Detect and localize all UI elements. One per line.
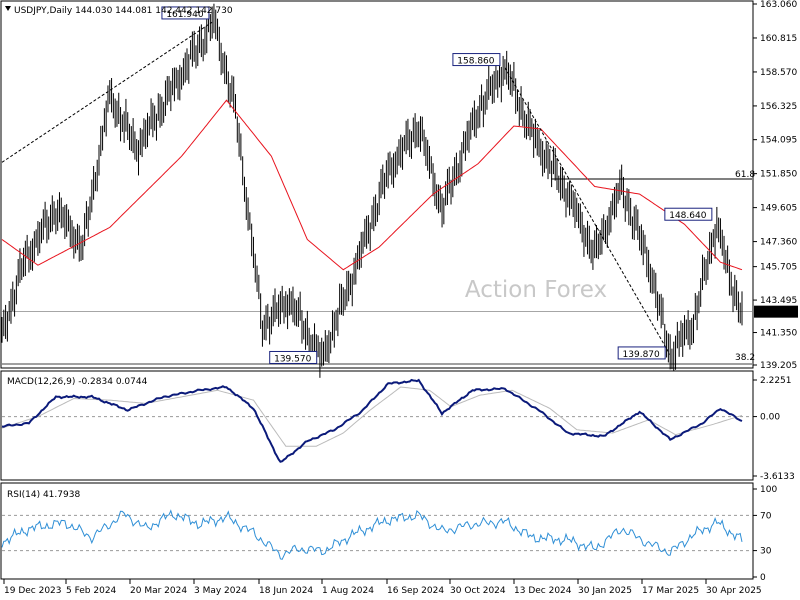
price-axis-label: 143.495 [760, 296, 797, 306]
price-axis-label: 149.605 [760, 204, 797, 214]
level-label-box [452, 53, 501, 67]
fib-label: 38.2 [735, 353, 755, 363]
price-axis-label: 156.325 [760, 102, 797, 112]
price-axis-label: 145.705 [760, 263, 797, 273]
rsi-axis-label: 30 [760, 547, 772, 557]
macd-line [1, 378, 743, 463]
macd-layer [1, 378, 752, 463]
rsi-line [1, 509, 743, 560]
macd-panel-frame [0, 370, 754, 481]
level-label-box [664, 207, 713, 221]
macd-signal-line [1, 386, 743, 447]
level-label: 148.640 [669, 211, 706, 221]
date-axis-label: 1 Aug 2024 [322, 586, 374, 596]
rsi-layer [1, 509, 752, 560]
level-label-box [161, 6, 210, 20]
price-axis-label: 147.360 [760, 238, 797, 248]
macd-axis-label: 0.00 [760, 413, 780, 423]
last-price-tag [754, 305, 798, 318]
date-axis-label: 19 Dec 2023 [4, 586, 62, 596]
last-price-label: 142.730 [760, 308, 797, 318]
date-axis-label: 17 Mar 2025 [642, 586, 699, 596]
date-axis-label: 13 Dec 2024 [514, 586, 572, 596]
level-label: 139.570 [274, 354, 311, 364]
price-axis-label: 160.815 [760, 34, 797, 44]
date-axis-label: 30 Apr 2025 [706, 586, 762, 596]
price-axis-label: 163.060 [760, 0, 797, 10]
macd-axis-label: -3.6133 [760, 472, 795, 482]
price-axis-label: 158.570 [760, 68, 797, 78]
price-axis-label: 141.350 [760, 329, 797, 339]
price-axis-label: 139.205 [760, 361, 797, 371]
date-axis-label: 20 Mar 2024 [130, 586, 187, 596]
rsi-axis-label: 100 [760, 485, 777, 495]
level-label-box [617, 346, 666, 360]
date-axis-label: 5 Feb 2024 [66, 586, 117, 596]
price-axis-label: 151.850 [760, 170, 797, 180]
fib-label: 61.8 [735, 170, 755, 180]
price-layer: 161.940 158.860 148.640 139.570 139.870 61.8 3… [1, 3, 755, 378]
date-axis-label: 18 Jun 2024 [259, 586, 313, 596]
macd-header: MACD(12,26,9) -0.2834 0.0744 [7, 377, 148, 387]
rsi-header: RSI(14) 41.7938 [7, 490, 80, 500]
rsi-axis-label: 0 [760, 573, 766, 583]
price-panel-frame [0, 0, 754, 369]
level-label: 161.940 [166, 10, 203, 20]
trend-line-dashed [504, 67, 671, 356]
price-axis-label: 154.095 [760, 136, 797, 146]
date-axis-label: 30 Oct 2024 [450, 586, 506, 596]
price-header: USDJPY,Daily 144.030 144.081 142.442 142… [14, 6, 233, 16]
level-label: 139.870 [623, 350, 660, 360]
date-axis-label: 3 May 2024 [194, 586, 247, 596]
macd-axis-label: 2.2251 [760, 376, 792, 386]
moving-average-line [1, 99, 743, 271]
watermark: Action Forex [465, 277, 607, 303]
level-label-box [269, 350, 318, 364]
collapse-triangle-icon[interactable] [5, 6, 11, 11]
trend-line-dashed [1, 20, 215, 163]
level-label: 158.860 [457, 57, 494, 67]
rsi-axis-label: 70 [760, 511, 772, 521]
axis-layer: 163.060 160.815 158.570 156.325 154.095 151.8… [3, 0, 798, 596]
rsi-panel-frame [0, 482, 754, 580]
date-axis-label: 16 Sep 2024 [387, 586, 444, 596]
date-axis-label: 30 Jan 2025 [578, 586, 632, 596]
